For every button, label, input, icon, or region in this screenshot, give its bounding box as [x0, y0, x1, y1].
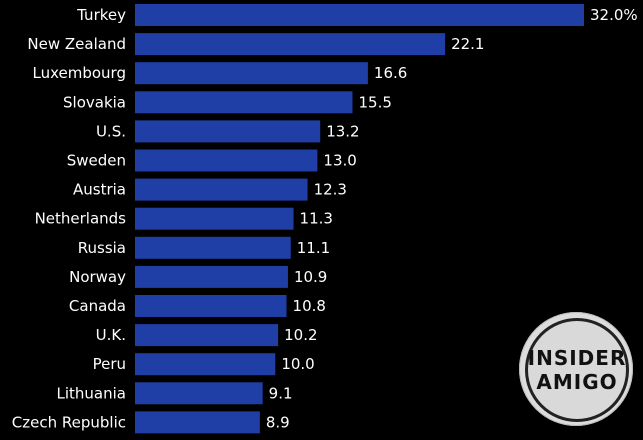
value-label: 22.1 [451, 35, 484, 53]
category-label: New Zealand [27, 35, 126, 53]
category-label: Lithuania [57, 384, 126, 402]
category-label: Slovakia [63, 93, 126, 111]
bar-new-zealand [135, 33, 446, 56]
bar-peru [135, 353, 276, 376]
value-label: 32.0% [590, 6, 638, 24]
value-label: 10.8 [293, 297, 326, 315]
bar-u-s [135, 120, 321, 143]
value-label: 11.3 [300, 210, 333, 228]
bar-luxembourg [135, 62, 368, 85]
value-label: 13.2 [326, 122, 359, 140]
category-label: Sweden [67, 152, 126, 170]
category-label: Peru [93, 355, 126, 373]
bar-netherlands [135, 207, 294, 230]
bar-norway [135, 265, 288, 288]
value-label: 12.3 [314, 181, 347, 199]
value-label: 10.0 [281, 355, 314, 373]
category-label: Netherlands [35, 210, 127, 228]
value-label: 10.9 [294, 268, 327, 286]
value-label: 13.0 [323, 152, 356, 170]
bar-austria [135, 178, 308, 201]
value-label: 15.5 [358, 93, 391, 111]
bar-turkey [135, 4, 584, 26]
category-label: Czech Republic [12, 413, 126, 431]
category-label: Russia [78, 239, 126, 257]
insider-amigo-logo: INSIDER AMIGO [519, 312, 633, 426]
bar-slovakia [135, 91, 353, 114]
category-label: Norway [69, 268, 126, 286]
logo-text-line1: INSIDER [527, 346, 627, 370]
logo-text-line2: AMIGO [536, 370, 618, 394]
category-label: Luxembourg [33, 64, 127, 82]
category-label: Turkey [76, 6, 126, 24]
category-label: Austria [73, 181, 126, 199]
value-label: 10.2 [284, 326, 317, 344]
value-label: 8.9 [266, 413, 290, 431]
bar-lithuania [135, 382, 263, 405]
value-label: 16.6 [374, 64, 407, 82]
value-label: 11.1 [297, 239, 330, 257]
bar-czech-republic [135, 411, 260, 434]
bar-canada [135, 295, 287, 317]
category-label: U.K. [96, 326, 126, 344]
category-label: Canada [69, 297, 126, 315]
bar-u-k [135, 324, 279, 347]
bar-sweden [135, 149, 318, 172]
logo-inner-ring: INSIDER AMIGO [525, 318, 629, 422]
bar-russia [135, 236, 291, 259]
category-label: U.S. [96, 122, 126, 140]
value-label: 9.1 [269, 384, 293, 402]
